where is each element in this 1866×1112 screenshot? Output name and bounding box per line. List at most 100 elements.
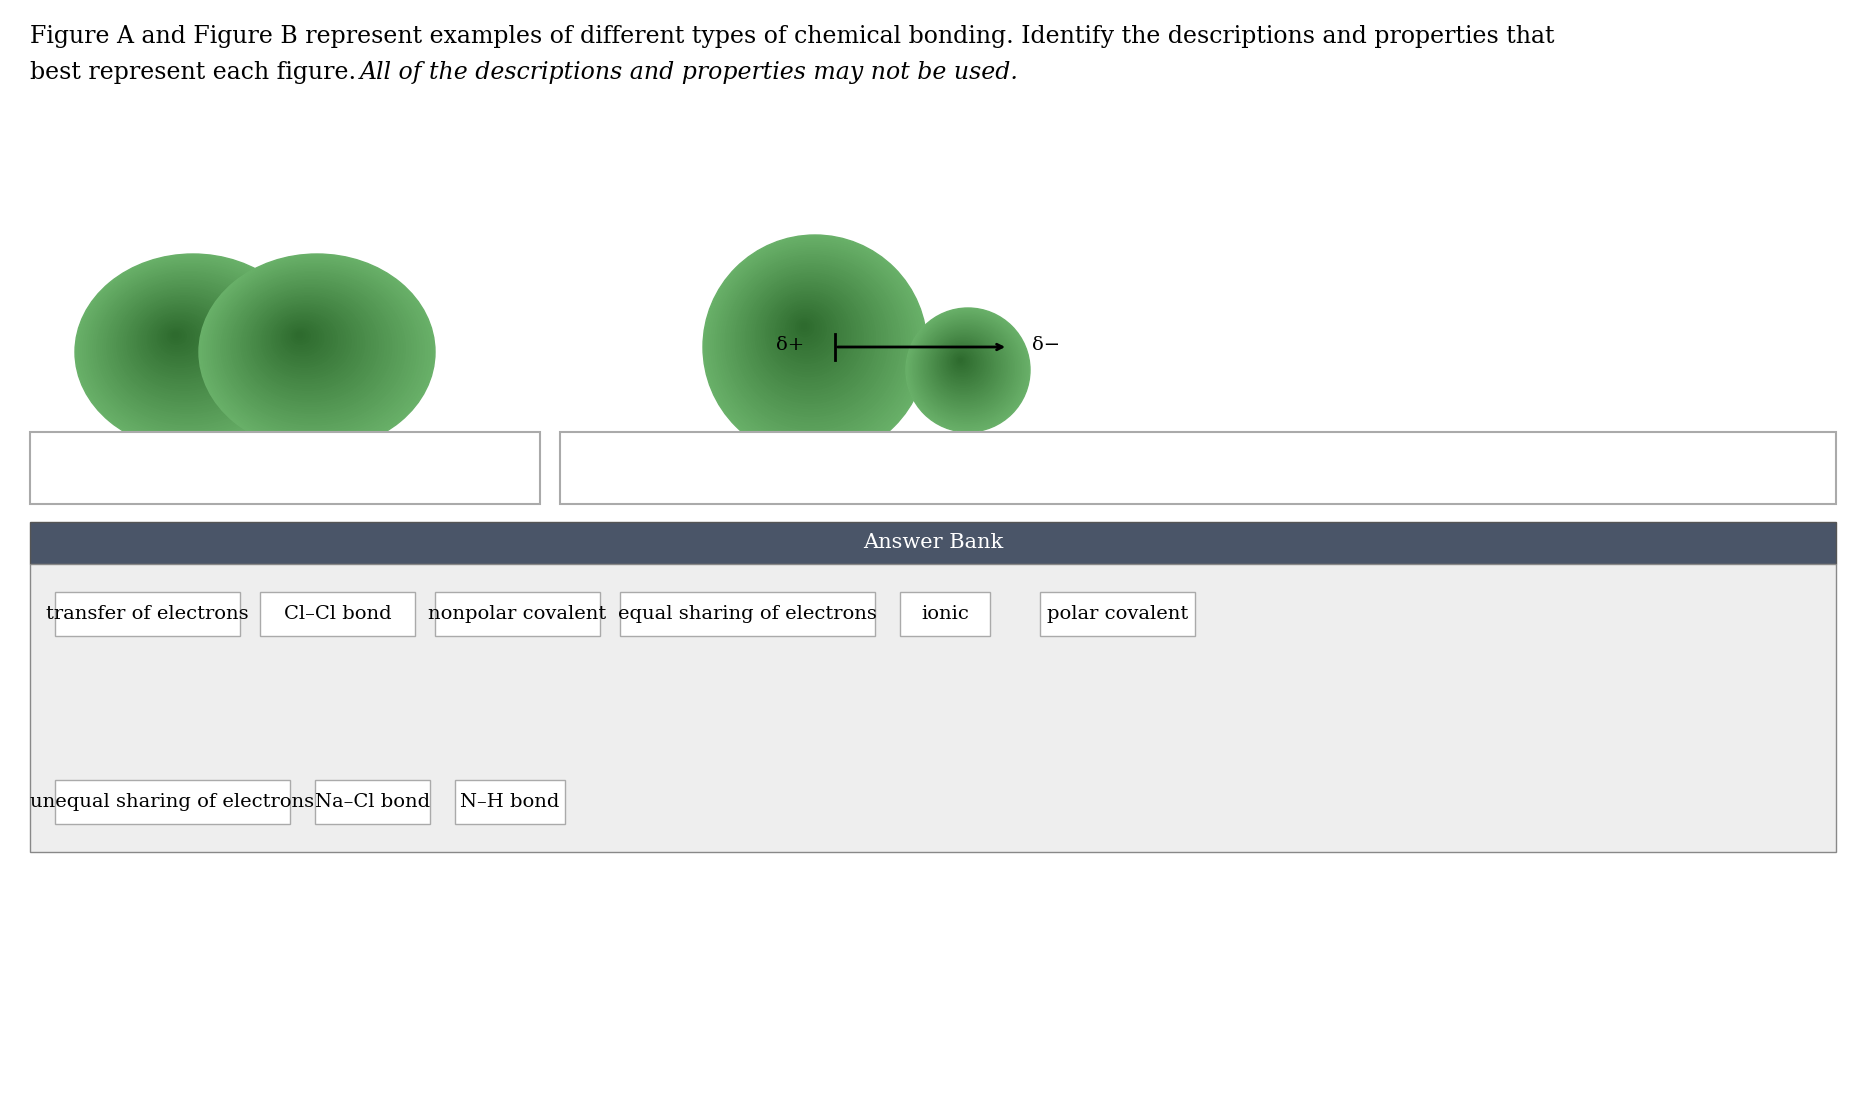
FancyBboxPatch shape (54, 780, 289, 824)
Text: Cl–Cl bond: Cl–Cl bond (284, 605, 392, 623)
Ellipse shape (166, 327, 188, 346)
Ellipse shape (224, 274, 403, 423)
Text: δ−: δ− (1032, 336, 1060, 354)
FancyBboxPatch shape (30, 431, 539, 504)
Ellipse shape (907, 309, 1028, 430)
Ellipse shape (237, 285, 383, 406)
Ellipse shape (780, 304, 834, 358)
Ellipse shape (754, 280, 866, 393)
Ellipse shape (927, 329, 1002, 404)
Text: All of the descriptions and properties may not be used.: All of the descriptions and properties m… (360, 61, 1019, 85)
Ellipse shape (103, 277, 272, 418)
Ellipse shape (924, 325, 1008, 408)
Ellipse shape (769, 295, 845, 371)
Text: N–H bond: N–H bond (461, 793, 560, 811)
Ellipse shape (778, 302, 836, 360)
Ellipse shape (911, 311, 1024, 427)
Ellipse shape (748, 275, 873, 400)
Ellipse shape (261, 304, 351, 378)
Ellipse shape (230, 278, 394, 416)
Ellipse shape (215, 267, 412, 431)
Ellipse shape (244, 291, 373, 397)
Ellipse shape (955, 356, 965, 366)
Ellipse shape (265, 307, 345, 374)
Ellipse shape (940, 340, 987, 387)
Ellipse shape (715, 246, 912, 443)
Ellipse shape (118, 288, 254, 401)
Ellipse shape (774, 298, 842, 366)
Ellipse shape (278, 317, 328, 360)
Ellipse shape (239, 286, 381, 404)
Ellipse shape (959, 359, 963, 361)
Ellipse shape (771, 297, 843, 368)
Ellipse shape (235, 284, 386, 408)
Ellipse shape (733, 262, 890, 419)
Ellipse shape (761, 288, 855, 381)
Ellipse shape (243, 289, 375, 399)
Ellipse shape (267, 309, 343, 371)
Ellipse shape (75, 254, 312, 450)
Text: nonpolar covalent: nonpolar covalent (429, 605, 606, 623)
Ellipse shape (144, 309, 218, 371)
Ellipse shape (231, 280, 392, 414)
Ellipse shape (146, 310, 216, 369)
Ellipse shape (127, 296, 241, 390)
FancyBboxPatch shape (435, 592, 601, 636)
FancyBboxPatch shape (455, 780, 565, 824)
Ellipse shape (737, 266, 884, 414)
Ellipse shape (703, 235, 927, 459)
Ellipse shape (134, 302, 230, 381)
Ellipse shape (939, 339, 989, 389)
Ellipse shape (233, 281, 388, 410)
Ellipse shape (912, 315, 1021, 423)
Ellipse shape (220, 271, 405, 425)
Ellipse shape (791, 315, 819, 341)
Ellipse shape (97, 271, 282, 425)
Ellipse shape (767, 294, 849, 374)
Ellipse shape (108, 281, 265, 410)
Ellipse shape (795, 318, 814, 337)
Ellipse shape (160, 324, 194, 351)
Ellipse shape (802, 324, 806, 328)
Ellipse shape (119, 289, 252, 399)
Ellipse shape (914, 316, 1019, 421)
Ellipse shape (942, 344, 983, 384)
Ellipse shape (937, 337, 991, 393)
Ellipse shape (285, 324, 319, 351)
Ellipse shape (933, 334, 995, 396)
Ellipse shape (216, 269, 411, 429)
Ellipse shape (707, 239, 922, 454)
Ellipse shape (730, 259, 896, 425)
Ellipse shape (929, 330, 1000, 401)
FancyBboxPatch shape (30, 522, 1836, 564)
Ellipse shape (739, 268, 883, 411)
Ellipse shape (259, 302, 353, 381)
Ellipse shape (282, 320, 323, 356)
Ellipse shape (125, 295, 243, 393)
Ellipse shape (142, 307, 222, 374)
Ellipse shape (752, 278, 868, 395)
Ellipse shape (750, 277, 870, 398)
Ellipse shape (256, 299, 358, 386)
Ellipse shape (86, 262, 297, 438)
Ellipse shape (713, 244, 914, 446)
Ellipse shape (205, 259, 427, 443)
Ellipse shape (916, 318, 1017, 418)
Ellipse shape (168, 328, 187, 344)
Ellipse shape (209, 262, 422, 438)
Ellipse shape (121, 291, 248, 397)
FancyBboxPatch shape (54, 592, 241, 636)
Ellipse shape (297, 334, 302, 337)
Ellipse shape (90, 266, 291, 434)
FancyBboxPatch shape (259, 592, 414, 636)
Text: equal sharing of electrons: equal sharing of electrons (618, 605, 877, 623)
Text: unequal sharing of electrons: unequal sharing of electrons (30, 793, 315, 811)
FancyBboxPatch shape (1039, 592, 1194, 636)
Ellipse shape (246, 292, 369, 395)
Ellipse shape (293, 330, 308, 341)
Ellipse shape (78, 257, 306, 446)
Ellipse shape (944, 345, 982, 381)
Ellipse shape (80, 259, 302, 443)
Ellipse shape (280, 319, 327, 358)
Ellipse shape (218, 270, 409, 427)
